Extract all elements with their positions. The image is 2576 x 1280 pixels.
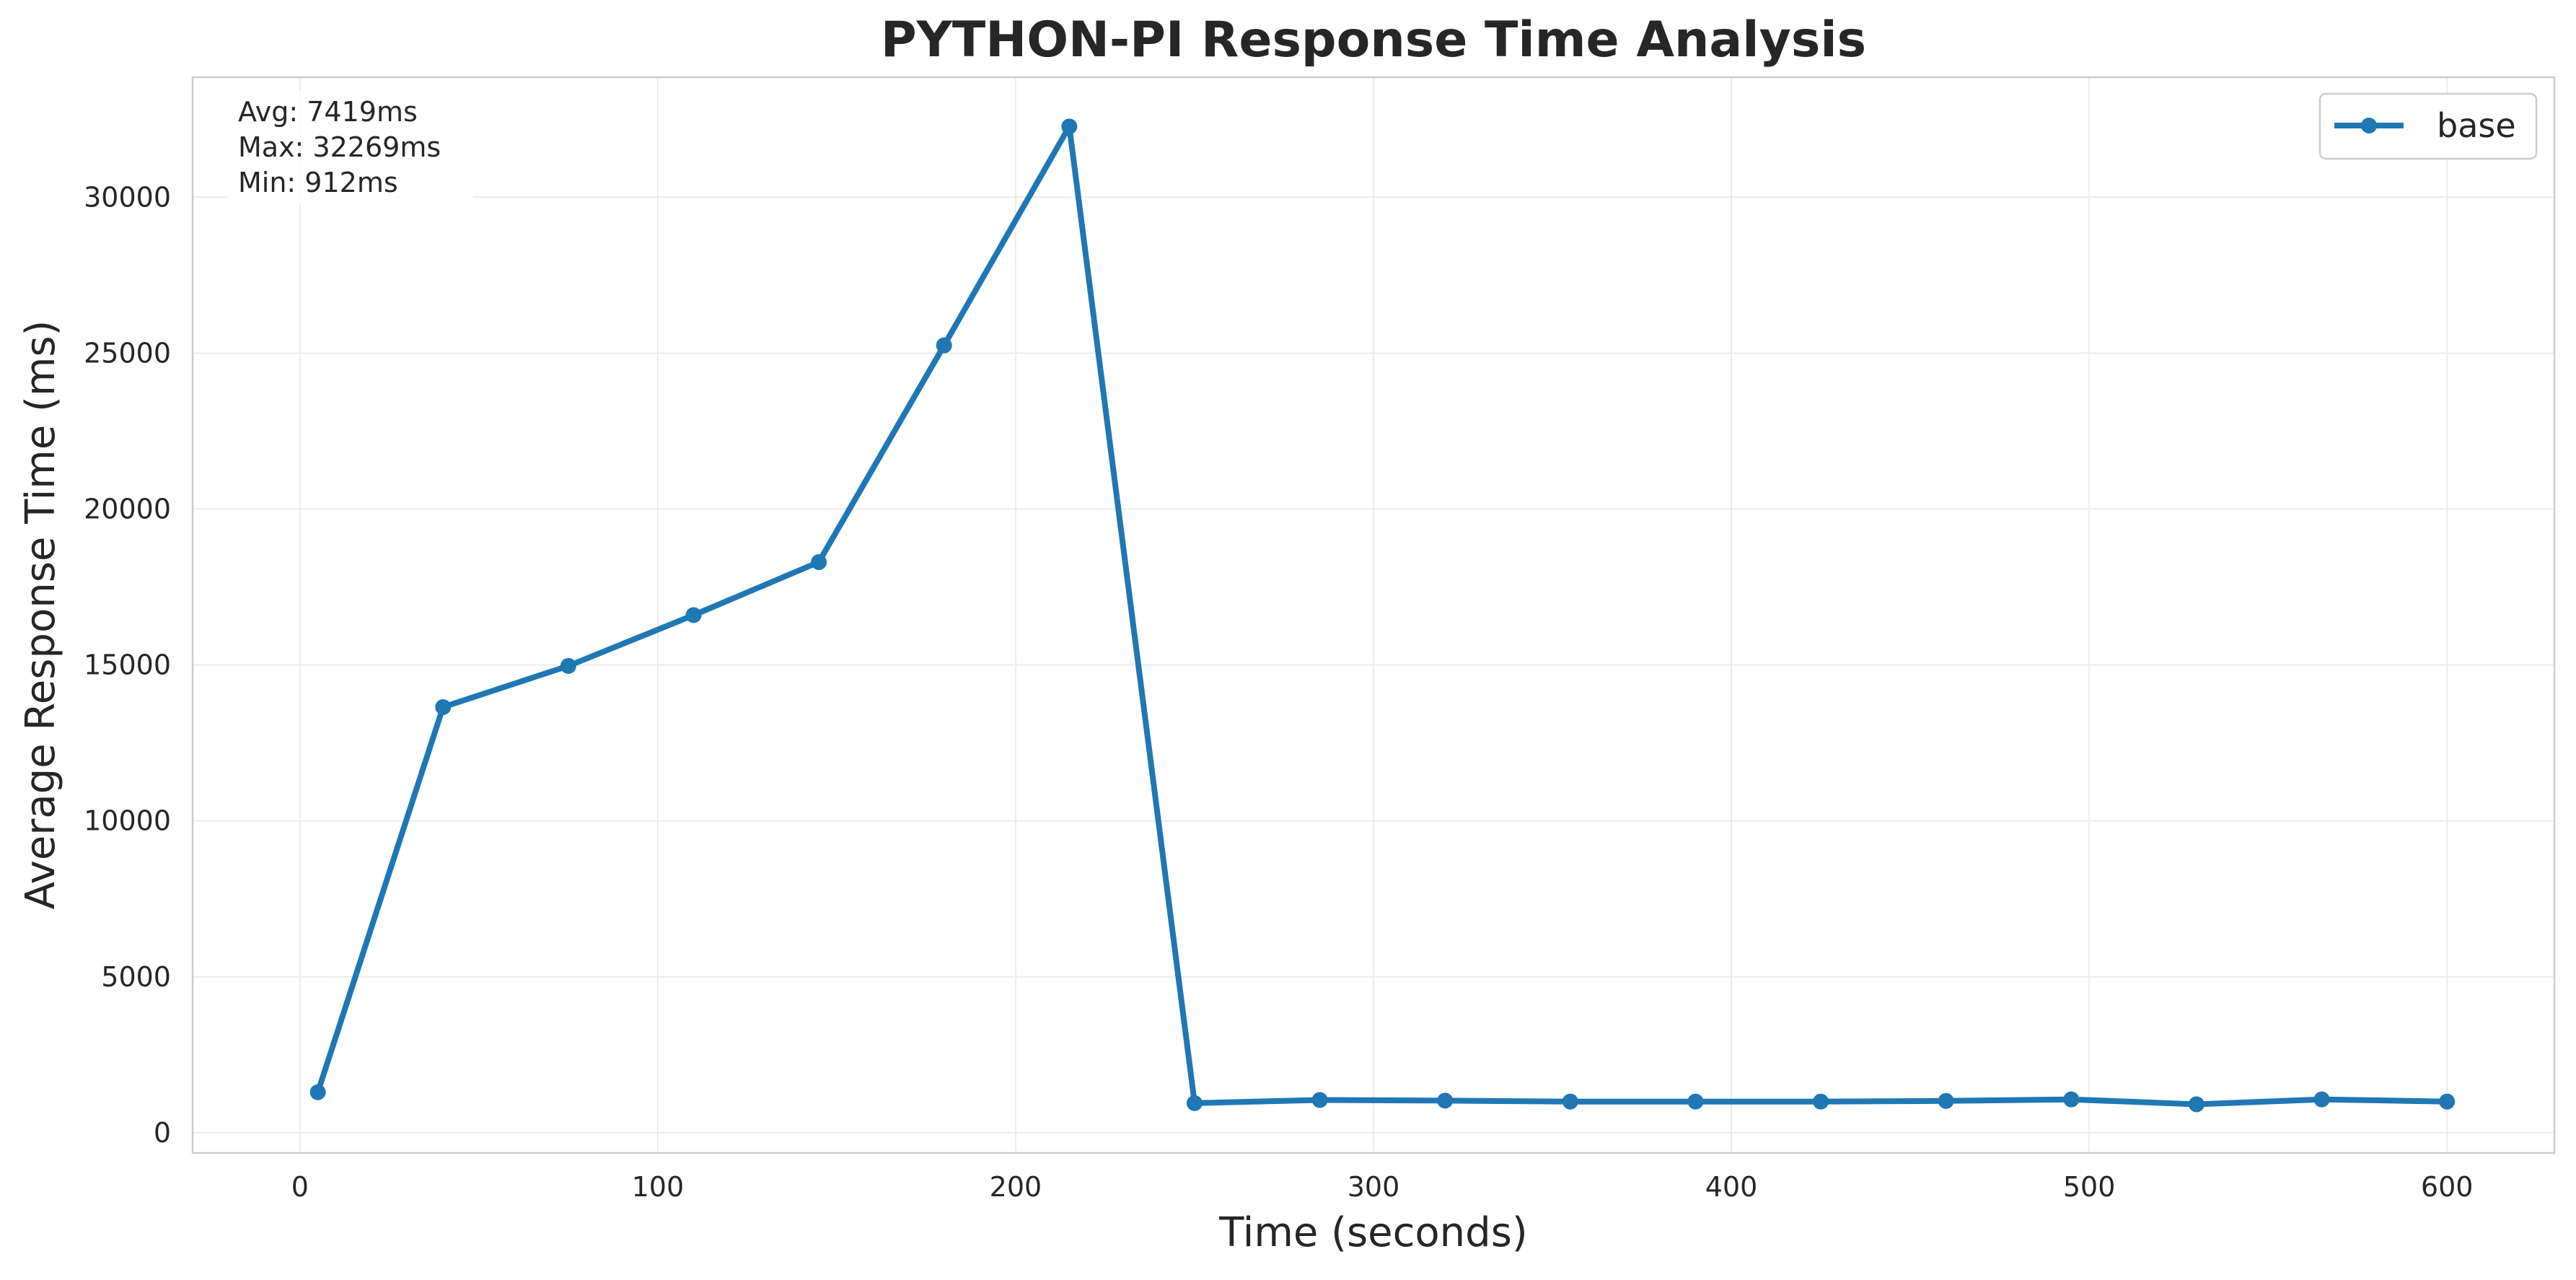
y-tick-label: 20000 <box>84 494 171 525</box>
x-tick-label: 100 <box>632 1171 685 1203</box>
x-tick-label: 600 <box>2421 1171 2474 1203</box>
x-tick-label: 0 <box>291 1171 309 1203</box>
y-tick-label: 30000 <box>84 181 171 213</box>
x-tick-label: 400 <box>1705 1171 1758 1203</box>
x-tick-label: 200 <box>990 1171 1042 1203</box>
legend-label: base <box>2437 106 2516 145</box>
y-tick-label: 5000 <box>101 961 171 993</box>
data-point <box>560 657 576 674</box>
data-point <box>1687 1093 1704 1110</box>
y-tick-label: 10000 <box>84 805 171 837</box>
series-line-base <box>315 123 2450 1108</box>
y-axis-ticks: 0 5000 10000 15000 20000 25000 30000 <box>84 181 171 1149</box>
x-tick-label: 300 <box>1348 1171 1400 1203</box>
chart-title: PYTHON-PI Response Time Analysis <box>881 12 1866 69</box>
stats-box <box>228 89 473 203</box>
y-axis-label: Average Response Time (ms) <box>17 320 64 910</box>
data-point <box>1311 1092 1328 1108</box>
data-point <box>309 1084 326 1100</box>
data-point <box>1437 1092 1454 1109</box>
data-point <box>2439 1093 2456 1110</box>
x-axis-label: Time (seconds) <box>1218 1209 1527 1256</box>
data-point <box>685 607 702 623</box>
x-tick-label: 500 <box>2063 1171 2116 1203</box>
y-tick-label: 25000 <box>84 337 171 369</box>
stats-avg: Avg: 7419ms <box>238 96 418 128</box>
y-tick-label: 15000 <box>84 649 171 681</box>
legend-box <box>2318 92 2538 160</box>
data-point <box>1562 1093 1578 1110</box>
data-point <box>2063 1091 2080 1108</box>
grid-lines <box>193 77 2554 1153</box>
y-tick-label: 0 <box>154 1117 171 1149</box>
stats-max: Max: 32269ms <box>238 131 441 163</box>
legend-marker <box>2361 118 2377 133</box>
x-axis-ticks: 0 100 200 300 400 500 600 <box>291 1171 2474 1203</box>
data-point <box>2313 1091 2330 1108</box>
plot-frame <box>191 76 2556 1154</box>
data-point <box>1061 118 1078 135</box>
data-point <box>1813 1093 1829 1110</box>
data-point <box>435 698 452 715</box>
data-point <box>2188 1096 2204 1113</box>
data-point <box>936 337 952 354</box>
stats-min: Min: 912ms <box>238 167 398 198</box>
legend: base <box>2318 92 2538 160</box>
series-layer <box>309 118 2456 1113</box>
data-point <box>811 554 827 571</box>
data-point <box>1938 1092 1954 1109</box>
data-point <box>1186 1095 1203 1111</box>
